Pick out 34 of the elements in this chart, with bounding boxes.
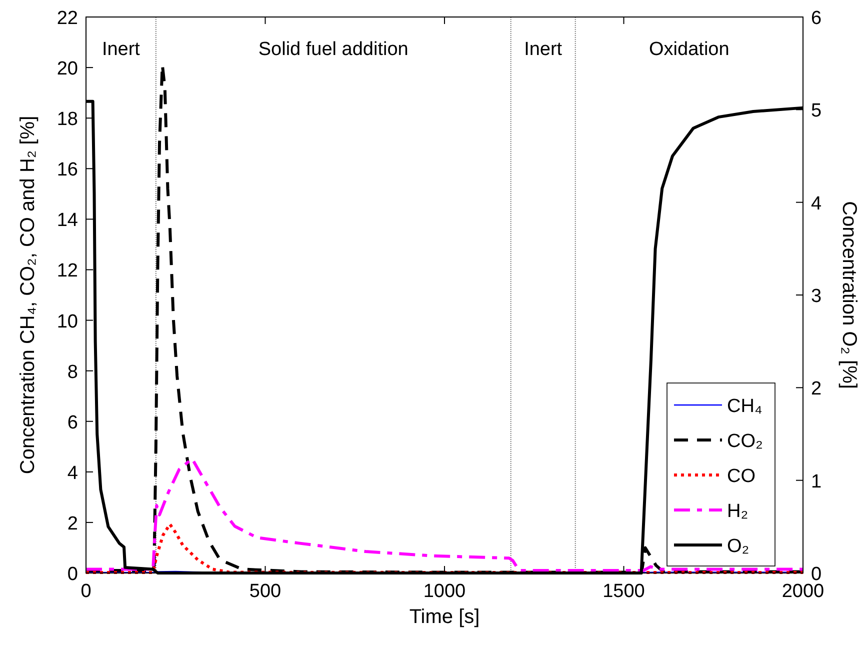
- y-axis-title: Concentration CH₄, CO₂, CO and H₂ [%]: [17, 116, 39, 474]
- y2-tick-label: 3: [811, 286, 822, 307]
- x-axis-title: Time [s]: [409, 606, 480, 628]
- x-tick-label: 1500: [602, 581, 645, 602]
- legend-label: O₂: [727, 536, 750, 557]
- y2-tick-label: 6: [811, 8, 822, 29]
- y2-tick-label: 2: [811, 378, 822, 400]
- y-tick-label: 6: [67, 412, 78, 434]
- y-tick-label: 4: [67, 462, 78, 484]
- legend-label: CH₄: [727, 396, 762, 417]
- legend-label: CO₂: [727, 431, 763, 452]
- y-tick-label: 22: [56, 8, 78, 29]
- y2-tick-label: 4: [811, 193, 822, 214]
- annotation: Inert: [102, 39, 141, 60]
- x-tick-label: 500: [249, 581, 282, 602]
- y2-axis-title: Concentration O₂ [%]: [838, 201, 860, 389]
- y-tick-label: 14: [56, 210, 78, 232]
- annotation: Solid fuel addition: [258, 39, 408, 60]
- y-tick-label: 16: [56, 160, 78, 181]
- y-tick-label: 2: [67, 513, 78, 534]
- y-tick-label: 20: [56, 58, 78, 80]
- y-tick-label: 18: [56, 109, 78, 130]
- legend-label: H₂: [727, 501, 748, 522]
- y2-tick-label: 5: [811, 100, 822, 122]
- annotation: Oxidation: [649, 39, 730, 60]
- y-tick-label: 10: [56, 311, 78, 332]
- y2-tick-label: 1: [811, 471, 822, 492]
- x-tick-label: 0: [80, 581, 92, 602]
- y-tick-label: 0: [67, 564, 78, 585]
- annotation: Inert: [524, 39, 563, 60]
- y-tick-label: 8: [67, 362, 78, 383]
- x-tick-label: 1000: [423, 581, 466, 602]
- legend-label: CO: [727, 466, 756, 487]
- y-tick-label: 12: [56, 260, 78, 282]
